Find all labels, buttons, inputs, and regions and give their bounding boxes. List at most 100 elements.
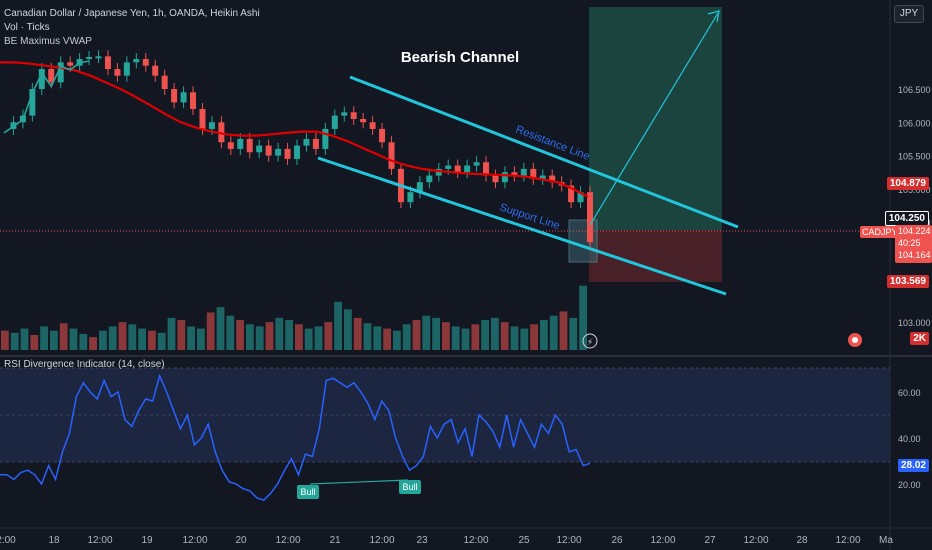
volume-bar <box>59 323 68 350</box>
candle-body <box>161 75 168 89</box>
candle-body <box>95 56 102 59</box>
volume-bar <box>442 322 450 350</box>
vwap-indicator-label: BE Maximus VWAP <box>4 36 92 47</box>
bull-label-1-text: Bull <box>300 487 315 497</box>
price-tick: 103.000 <box>898 318 931 328</box>
volume-bar <box>187 326 195 350</box>
volume-bar <box>510 326 519 350</box>
candle-body <box>48 69 55 83</box>
volume-bar <box>402 324 411 350</box>
flash-icon[interactable] <box>582 333 598 349</box>
candle-body <box>67 62 74 66</box>
price-tick: 105.500 <box>898 152 931 162</box>
volume-bar <box>157 332 166 350</box>
candle-body <box>218 122 225 143</box>
time-tick: 12:00 <box>835 535 860 546</box>
candle-body <box>38 69 45 89</box>
rsi-line[interactable] <box>0 373 591 501</box>
resistance-line[interactable] <box>349 75 739 229</box>
volume-bar <box>1 330 9 350</box>
projection-arrow[interactable] <box>589 12 719 226</box>
symbol-tag: CADJPY <box>860 226 900 238</box>
volume-bar <box>393 330 401 350</box>
candle-body <box>303 138 310 146</box>
volume-bar <box>451 326 460 350</box>
bull-label-1[interactable] <box>297 485 319 499</box>
candle-body <box>123 62 130 76</box>
candle-body <box>331 115 338 129</box>
candle-body <box>577 192 584 203</box>
time-tick: 12:00 <box>650 535 675 546</box>
candle-body <box>171 89 178 103</box>
candle-body <box>520 168 527 176</box>
volume-bar <box>412 320 421 350</box>
volume-bar <box>520 328 529 350</box>
candle-body <box>208 122 215 129</box>
candle-body <box>539 175 546 179</box>
trend-line[interactable] <box>3 60 90 134</box>
candle-body <box>426 175 433 183</box>
candle-body <box>199 108 206 129</box>
time-tick: 2:00 <box>0 535 16 546</box>
rsi-axis[interactable]: 60.00 40.00 20.00 <box>898 388 921 490</box>
candle-body <box>114 69 121 76</box>
divergence-line[interactable] <box>309 479 409 485</box>
volume-bar <box>79 333 88 350</box>
volume-bar <box>363 323 372 350</box>
time-tick: 26 <box>611 535 623 546</box>
resistance-line-label[interactable]: Resistance Line <box>514 124 591 163</box>
volume-bar <box>344 309 352 350</box>
bull-label-2[interactable] <box>399 480 421 494</box>
volume-bar <box>295 324 303 350</box>
candle-body <box>492 175 499 183</box>
volume-bar <box>40 326 48 350</box>
moving-average-line[interactable] <box>0 61 589 198</box>
alert-icon-dot <box>852 337 858 343</box>
candle-body <box>57 62 64 83</box>
volume-bar <box>89 337 97 350</box>
candle-body <box>265 145 272 156</box>
candle-body <box>284 148 291 159</box>
support-line[interactable] <box>317 156 727 296</box>
volume-bar <box>481 320 489 350</box>
volume-bar <box>50 330 58 350</box>
candle-body <box>511 172 518 176</box>
current-price: 104.224 <box>898 226 931 236</box>
time-tick: 19 <box>141 535 153 546</box>
time-tick: 12:00 <box>463 535 488 546</box>
candle-body <box>180 92 187 103</box>
candle-body <box>435 168 442 176</box>
candle-body <box>246 138 253 153</box>
volume-bar <box>334 301 342 350</box>
candle-body <box>568 185 575 203</box>
volume-bar <box>500 322 509 350</box>
time-axis[interactable]: 2:00 18 12:00 19 12:00 20 12:00 21 12:00 23 12:00 2… <box>0 535 893 546</box>
candle-body <box>464 165 471 173</box>
volume-bar <box>530 324 538 350</box>
volume-bar <box>491 317 499 350</box>
time-tick: 12:00 <box>369 535 394 546</box>
volume-bar <box>265 322 274 350</box>
candle-body <box>227 142 234 149</box>
candle-body <box>322 128 329 149</box>
volume-bar <box>285 320 293 350</box>
volume-bar <box>255 326 264 350</box>
volume-bar <box>20 328 29 350</box>
price-axis[interactable]: 106.500106.000105.500105.000104.500103.0… <box>898 85 931 328</box>
time-tick: 18 <box>48 535 60 546</box>
volume-bar <box>559 311 568 350</box>
flash-glyph: ⚡ <box>587 338 593 348</box>
candle-body <box>549 175 556 183</box>
candle-body <box>350 112 357 119</box>
time-tick: 12:00 <box>87 535 112 546</box>
volume-bar <box>324 322 333 350</box>
time-tick: 25 <box>518 535 530 546</box>
volume-bar <box>167 317 176 350</box>
volume-bar <box>138 328 146 350</box>
bearish-channel-label[interactable]: Bearish Channel <box>401 49 519 66</box>
volume-bar <box>246 324 254 350</box>
volume-bar <box>540 320 548 350</box>
currency-button[interactable]: JPY <box>894 5 924 23</box>
volume-bar <box>177 320 186 350</box>
